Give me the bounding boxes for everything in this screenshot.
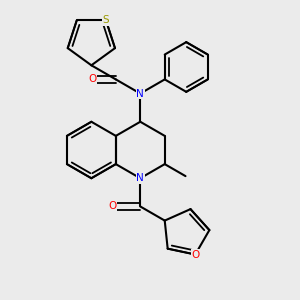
Text: N: N [136, 88, 144, 98]
Text: S: S [103, 15, 109, 25]
Text: O: O [191, 250, 200, 260]
Text: O: O [88, 74, 96, 84]
Text: O: O [108, 202, 117, 212]
Text: N: N [136, 173, 144, 183]
